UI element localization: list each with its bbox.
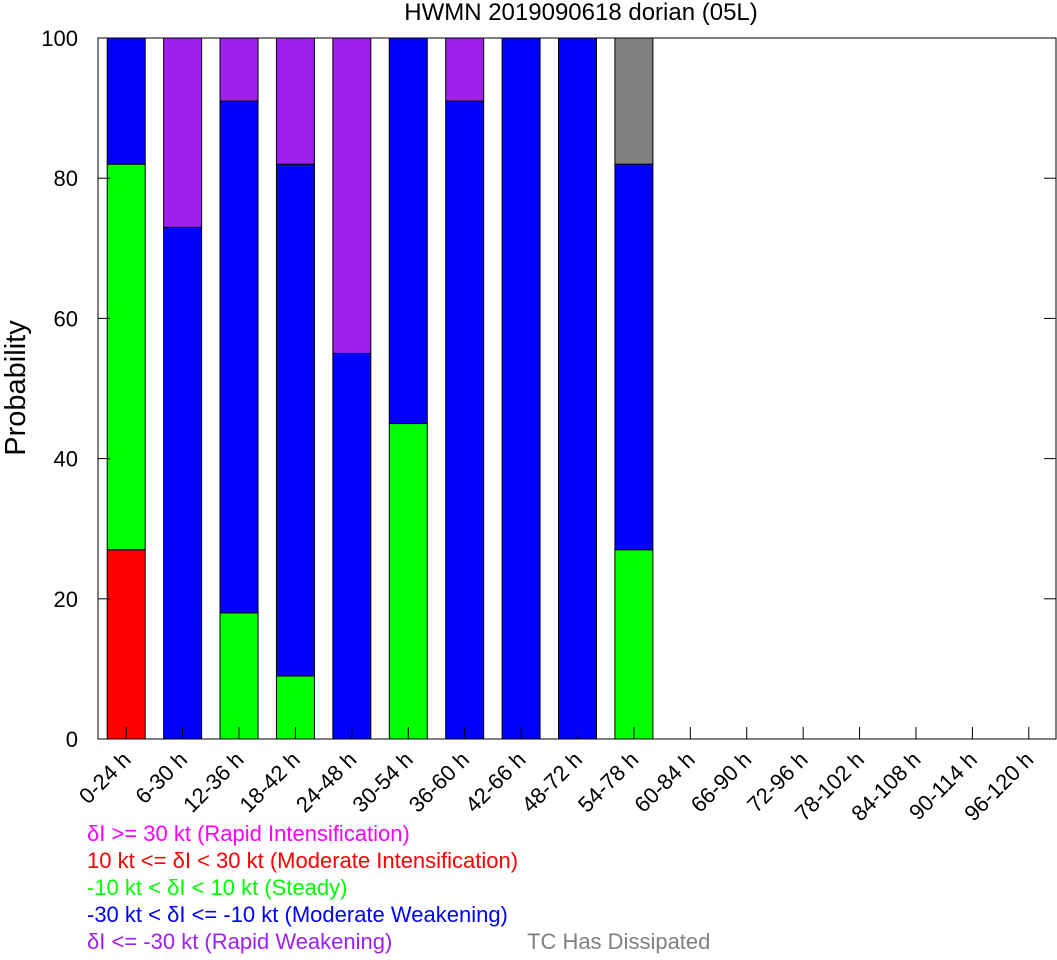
legend-entry: -10 kt < δI < 10 kt (Steady) [87,875,347,900]
x-tick-labels: 0-24 h6-30 h12-36 h18-42 h24-48 h30-54 h… [74,747,1038,826]
x-tick-label: 0-24 h [74,747,136,809]
x-tick-label: 60-84 h [629,747,699,817]
y-tick-label: 100 [41,26,78,51]
y-axis-label: Probability [0,320,32,456]
bar-segment-steady [388,423,428,740]
bar-segment-dissipated [614,37,654,165]
bar-segment-steady [219,612,259,740]
bar-segment-rapid-weakening [219,37,259,102]
bar-segment-moderate-weakening [219,100,259,614]
legend: δI >= 30 kt (Rapid Intensification)10 kt… [87,821,710,954]
x-tick-label: 48-72 h [517,747,587,817]
bar-segment-rapid-weakening [163,37,203,228]
y-tick-label: 0 [66,727,78,752]
axes-group: 0 20 40 60 80 100 [41,26,1057,752]
bar-segment-rapid-weakening [275,37,315,165]
bar-segment-moderate-weakening [614,163,654,551]
legend-entry: 10 kt <= δI < 30 kt (Moderate Intensific… [87,848,518,873]
bar-segment-rapid-weakening [332,37,372,354]
bar-segment-steady [614,549,654,740]
x-tick-label: 12-36 h [178,747,248,817]
bar-segment-moderate-intensification [106,549,146,740]
bar-segment-steady [106,163,146,551]
bar-segment-moderate-weakening [388,37,428,425]
x-tick-label: 30-54 h [347,747,417,817]
y-tick-label: 60 [54,306,78,331]
y-tick-label: 80 [54,166,78,191]
bar-segment-rapid-weakening [445,37,485,102]
bar-segment-moderate-weakening [558,37,597,740]
bar-segment-moderate-weakening [275,163,315,677]
x-tick-label: 24-48 h [291,747,361,817]
x-tick-label: 36-60 h [404,747,474,817]
bar-segment-moderate-weakening [332,352,372,740]
y-tick-label: 40 [54,447,78,472]
chart-title: HWMN 2019090618 dorian (05L) [404,0,758,26]
x-tick-label: 42-66 h [460,747,530,817]
legend-entry: δI >= 30 kt (Rapid Intensification) [87,821,410,846]
bar-segment-moderate-weakening [445,100,485,740]
legend-entry-dissipated: TC Has Dissipated [527,929,710,954]
x-tick-label: 18-42 h [235,747,305,817]
x-tick-label: 66-90 h [686,747,756,817]
bar-segment-moderate-weakening [501,37,541,740]
bar-segment-moderate-weakening [163,226,203,740]
bar-segment-moderate-weakening [106,37,146,165]
x-tick-label: 54-78 h [573,747,643,817]
legend-entry: -30 kt < δI <= -10 kt (Moderate Weakenin… [87,902,508,927]
bars-group [106,37,654,740]
y-tick-label: 20 [54,587,78,612]
legend-entry: δI <= -30 kt (Rapid Weakening) [87,929,392,954]
